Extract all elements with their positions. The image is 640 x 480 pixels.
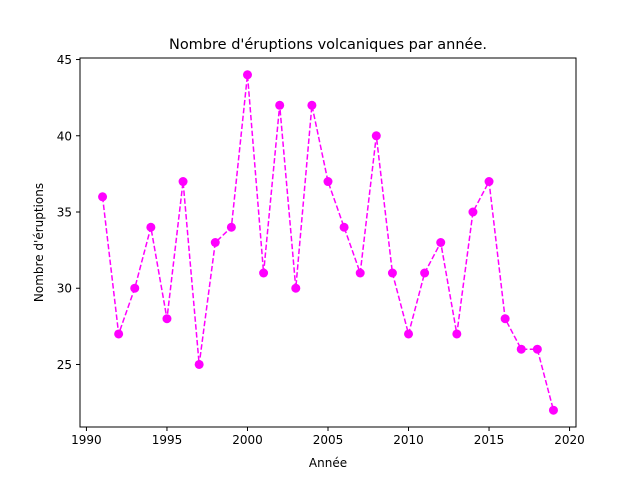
series-line [101,74,555,411]
x-tick-label-2010: 2010 [393,433,424,447]
x-tick-label-2000: 2000 [232,433,263,447]
data-point-2011 [420,268,430,278]
data-point-1994 [146,222,156,232]
data-point-1992 [114,329,124,339]
data-point-2017 [516,344,526,354]
data-point-1993 [130,283,140,293]
data-point-1999 [226,222,236,232]
y-axis: 25 30 35 40 45 [57,53,80,372]
series-magenta [98,70,558,415]
x-tick-label-2005: 2005 [313,433,344,447]
data-point-1996 [178,177,188,187]
data-point-2019 [548,405,558,415]
chart-title: Nombre d'éruptions volcaniques par année… [169,37,487,53]
data-point-2014 [468,207,478,217]
x-tick-label-2020: 2020 [554,433,585,447]
data-point-2007 [355,268,365,278]
x-tick-label-1990: 1990 [71,433,102,447]
x-axis-label: Année [309,456,347,470]
data-point-2012 [436,238,446,247]
data-point-2016 [500,314,510,324]
data-point-2003 [291,283,301,293]
data-point-2004 [307,100,317,110]
data-point-2008 [371,131,381,141]
data-point-2001 [259,268,269,278]
data-point-2015 [484,177,494,187]
x-tick-label-1995: 1995 [152,433,183,447]
data-point-2010 [404,329,414,339]
x-tick-label-2015: 2015 [474,433,505,447]
data-point-2018 [532,344,542,354]
data-point-2013 [452,329,462,339]
x-axis: 1990 1995 2000 2005 2010 2015 2020 [71,427,585,447]
data-point-1991 [98,192,108,202]
y-axis-label: Nombre d'éruptions [32,183,46,302]
y-tick-label-35: 35 [57,206,72,220]
plot-area [79,57,577,428]
y-tick-label-25: 25 [57,358,72,372]
data-point-2005 [323,177,333,187]
y-tick-label-30: 30 [57,282,72,296]
data-point-2009 [387,268,397,278]
data-point-1998 [210,238,220,247]
y-tick-label-40: 40 [57,129,72,143]
data-point-2000 [242,70,252,80]
data-point-1997 [194,359,204,369]
y-tick-label-45: 45 [57,53,72,67]
data-point-2002 [275,100,285,110]
plot-frame [79,57,577,428]
data-point-2006 [339,222,349,232]
data-point-1995 [162,314,172,324]
